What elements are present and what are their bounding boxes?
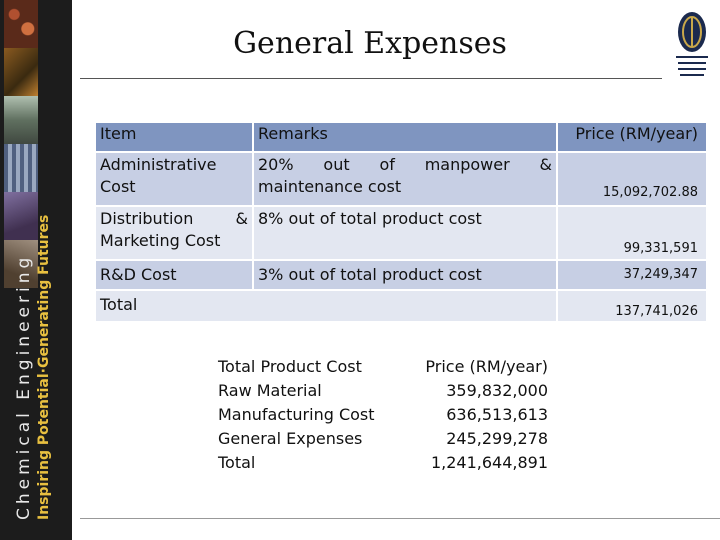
page-title: General Expenses bbox=[233, 26, 507, 61]
plant-photo bbox=[4, 96, 38, 144]
table-row: General Expenses 245,299,278 bbox=[214, 427, 552, 451]
row-rnd-item: R&D Cost bbox=[96, 261, 252, 289]
sidebar-department-text: Chemical Engineering Inspiring Potential… bbox=[14, 215, 54, 520]
row-total-item: Total bbox=[96, 291, 556, 321]
department-tagline: Inspiring Potential·Generating Futures bbox=[36, 214, 52, 520]
table-row: Manufacturing Cost 636,513,613 bbox=[214, 403, 552, 427]
row-admin-price: 15,092,702.88 bbox=[558, 153, 706, 205]
row-distribution-item: Distribution & Marketing Cost bbox=[96, 207, 252, 259]
row-label: General Expenses bbox=[218, 429, 363, 448]
sidebar-banner: Chemical Engineering Inspiring Potential… bbox=[0, 0, 72, 540]
table-row: Raw Material 359,832,000 bbox=[214, 379, 552, 403]
lab-photo bbox=[4, 48, 38, 96]
row-value: 359,832,000 bbox=[446, 381, 548, 400]
header-total-product-cost: Total Product Cost bbox=[218, 357, 362, 376]
product-cost-table: Total Product Cost Price (RM/year) Raw M… bbox=[214, 355, 552, 475]
row-value: 1,241,644,891 bbox=[430, 453, 548, 472]
header-item: Item bbox=[96, 123, 252, 151]
row-distribution-remarks: 8% out of total product cost bbox=[254, 207, 556, 259]
department-name: Chemical Engineering bbox=[14, 253, 34, 520]
table-header-row: Total Product Cost Price (RM/year) bbox=[214, 355, 552, 379]
row-distribution-price: 99,331,591 bbox=[558, 207, 706, 259]
row-label: Manufacturing Cost bbox=[218, 405, 375, 424]
workers-photo bbox=[4, 192, 38, 240]
title-divider bbox=[80, 78, 662, 79]
molecules-photo bbox=[4, 0, 38, 48]
header-remarks: Remarks bbox=[254, 123, 556, 151]
equipment-photo bbox=[4, 240, 38, 288]
row-label: Raw Material bbox=[218, 381, 322, 400]
row-admin-item: Administrative Cost bbox=[96, 153, 252, 205]
row-total-price: 137,741,026 bbox=[558, 291, 706, 321]
row-label: Total bbox=[218, 453, 256, 472]
row-value: 245,299,278 bbox=[446, 429, 548, 448]
row-rnd-price: 37,249,347 bbox=[558, 261, 706, 289]
bottom-divider bbox=[80, 518, 720, 519]
header-price: Price (RM/year) bbox=[558, 123, 706, 151]
row-admin-remarks: 20% out of manpower & maintenance cost bbox=[254, 153, 556, 205]
university-seal-icon bbox=[672, 10, 712, 80]
pipes-photo bbox=[4, 144, 38, 192]
table-row: Total 1,241,644,891 bbox=[214, 451, 552, 475]
header-price: Price (RM/year) bbox=[425, 357, 548, 376]
row-value: 636,513,613 bbox=[446, 405, 548, 424]
row-rnd-remarks: 3% out of total product cost bbox=[254, 261, 556, 289]
